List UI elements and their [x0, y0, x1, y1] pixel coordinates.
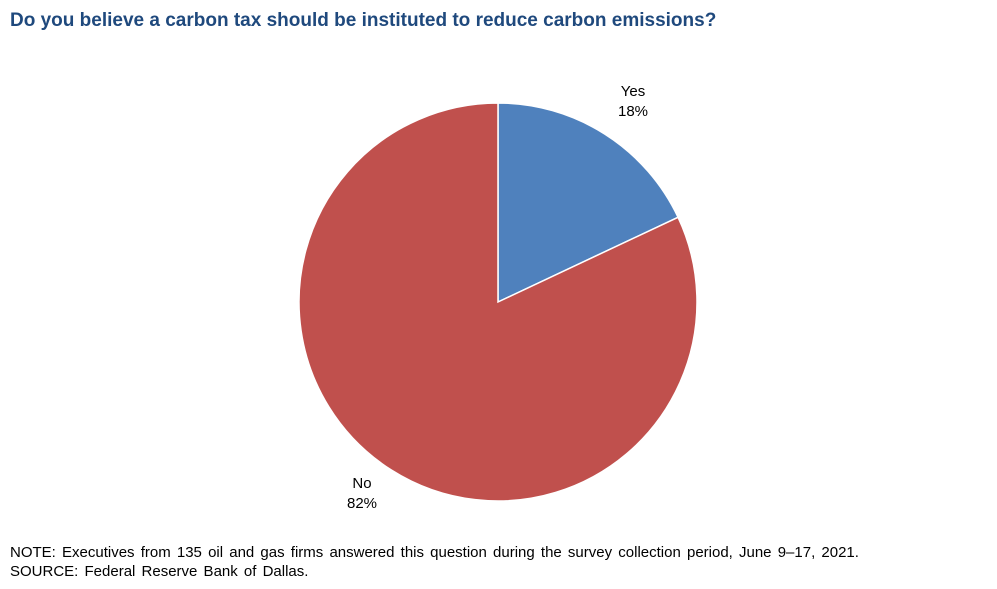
slice-value-yes: 18%: [618, 103, 648, 120]
slice-label-yes: Yes: [621, 83, 645, 100]
note-text: NOTE: Executives from 135 oil and gas fi…: [10, 544, 859, 561]
chart-notes: NOTE: Executives from 135 oil and gas fi…: [10, 543, 859, 581]
pie-slice-no: [298, 102, 698, 502]
chart-title: Do you believe a carbon tax should be in…: [10, 10, 717, 31]
source-text: SOURCE: Federal Reserve Bank of Dallas.: [10, 563, 309, 580]
pie-slice-yes: [497, 102, 680, 304]
slice-label-no: No: [352, 475, 371, 492]
slice-value-no: 82%: [347, 495, 377, 512]
